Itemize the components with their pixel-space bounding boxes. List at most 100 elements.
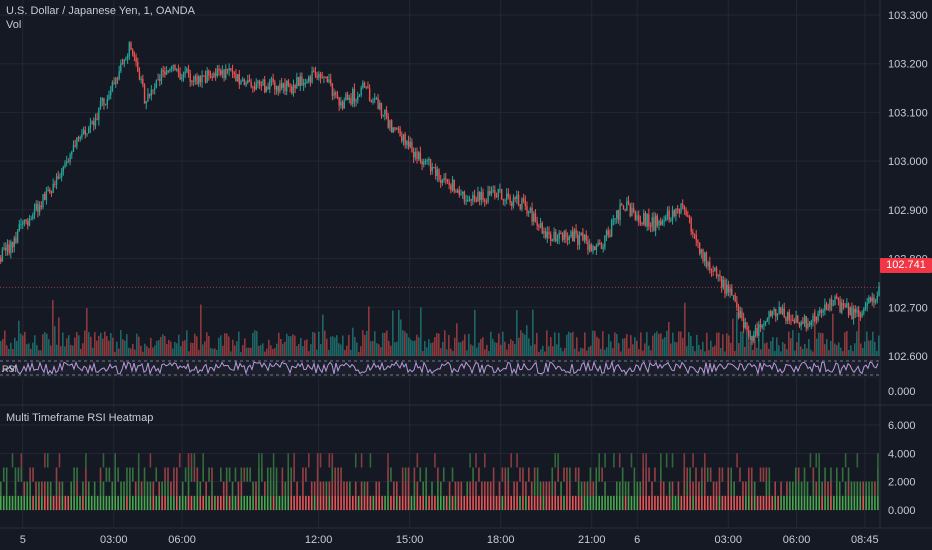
candle <box>314 72 317 76</box>
volume-bar <box>406 333 408 356</box>
heatmap-cell <box>340 467 342 482</box>
heatmap-cell <box>592 495 595 510</box>
volume-bar <box>426 347 428 356</box>
heatmap-cell <box>642 495 644 510</box>
heatmap-cell <box>231 495 234 510</box>
heatmap-cell <box>742 481 744 496</box>
volume-bar <box>854 343 856 356</box>
volume-bar <box>192 343 194 356</box>
heatmap-cell <box>334 495 336 510</box>
candle <box>67 161 70 163</box>
volume-bar <box>500 344 502 356</box>
volume-bar <box>852 351 854 356</box>
heatmap-cell <box>495 495 498 510</box>
volume-bar <box>384 332 386 356</box>
heatmap-cell <box>79 495 81 510</box>
heatmap-cell <box>648 467 650 482</box>
candle <box>856 309 858 313</box>
candle <box>204 75 207 83</box>
volume-bar <box>156 340 158 356</box>
heatmap-cell <box>431 481 433 496</box>
volume-bar <box>292 334 294 356</box>
heatmap-cell <box>844 495 847 510</box>
volume-bar <box>400 319 402 356</box>
heatmap-cell <box>290 481 292 496</box>
candle <box>440 180 442 183</box>
candle <box>825 304 828 309</box>
volume-bar <box>372 340 374 356</box>
heatmap-cell <box>574 495 577 510</box>
heatmap-cell <box>225 467 228 482</box>
volume-bar <box>804 344 806 356</box>
heatmap-cell <box>569 467 571 482</box>
candle <box>475 199 477 202</box>
candle <box>683 205 686 210</box>
volume-bar <box>170 341 172 356</box>
candle <box>563 231 565 240</box>
heatmap-cell <box>108 467 111 482</box>
candle <box>358 95 361 97</box>
heatmap-cell <box>627 481 630 496</box>
candle <box>275 86 278 90</box>
heatmap-cell <box>850 495 853 510</box>
volume-bar <box>460 342 462 356</box>
candle <box>582 232 584 241</box>
candle <box>634 211 637 220</box>
heatmap-cell <box>111 481 114 496</box>
candle <box>644 212 647 227</box>
volume-bar <box>122 339 124 356</box>
candle <box>255 83 257 90</box>
candle <box>152 89 154 91</box>
candle <box>534 213 537 222</box>
volume-bar <box>304 340 306 356</box>
candle <box>64 162 66 167</box>
heatmap-cell <box>337 481 339 496</box>
candle <box>680 203 682 214</box>
heatmap-cell <box>683 453 686 468</box>
heatmap-cell <box>85 453 87 468</box>
heatmap-cell <box>20 495 23 510</box>
heatmap-cell <box>818 481 820 496</box>
candle <box>321 77 323 79</box>
volume-bar <box>380 347 382 356</box>
candle <box>57 176 59 179</box>
volume-bar <box>716 332 718 356</box>
heatmap-cell <box>261 453 263 468</box>
volume-bar <box>710 340 712 356</box>
heatmap-cell <box>668 495 671 510</box>
volume-bar <box>540 349 542 356</box>
volume-bar <box>418 337 420 356</box>
heatmap-cell <box>748 495 750 510</box>
heatmap-cell <box>460 481 463 496</box>
heatmap-cell <box>498 495 501 510</box>
candle <box>636 215 638 220</box>
candle <box>798 322 801 327</box>
candle <box>873 297 875 303</box>
heatmap-cell <box>114 495 116 510</box>
time-axis-label: 03:00 <box>100 534 128 546</box>
candle <box>434 167 437 176</box>
heatmap-cell <box>272 495 275 510</box>
candle <box>810 321 813 325</box>
candle <box>570 231 572 237</box>
heatmap-cell <box>328 495 331 510</box>
volume-bar <box>96 340 98 356</box>
heatmap-cell <box>275 495 278 510</box>
heatmap-cell <box>566 481 568 496</box>
candle <box>753 334 755 342</box>
volume-bar <box>802 348 804 356</box>
candle <box>32 214 34 219</box>
candle <box>306 81 308 84</box>
heatmap-cell <box>202 467 204 482</box>
heatmap-cell <box>692 453 694 468</box>
candle <box>861 312 863 317</box>
candle <box>362 82 364 88</box>
time-axis-label: 06:00 <box>783 534 811 546</box>
volume-bar <box>800 346 802 356</box>
heatmap-cell <box>152 495 155 510</box>
heatmap-cell <box>836 467 838 482</box>
candle <box>499 189 501 191</box>
volume-bar <box>424 341 426 356</box>
heatmap-cell <box>58 495 61 510</box>
